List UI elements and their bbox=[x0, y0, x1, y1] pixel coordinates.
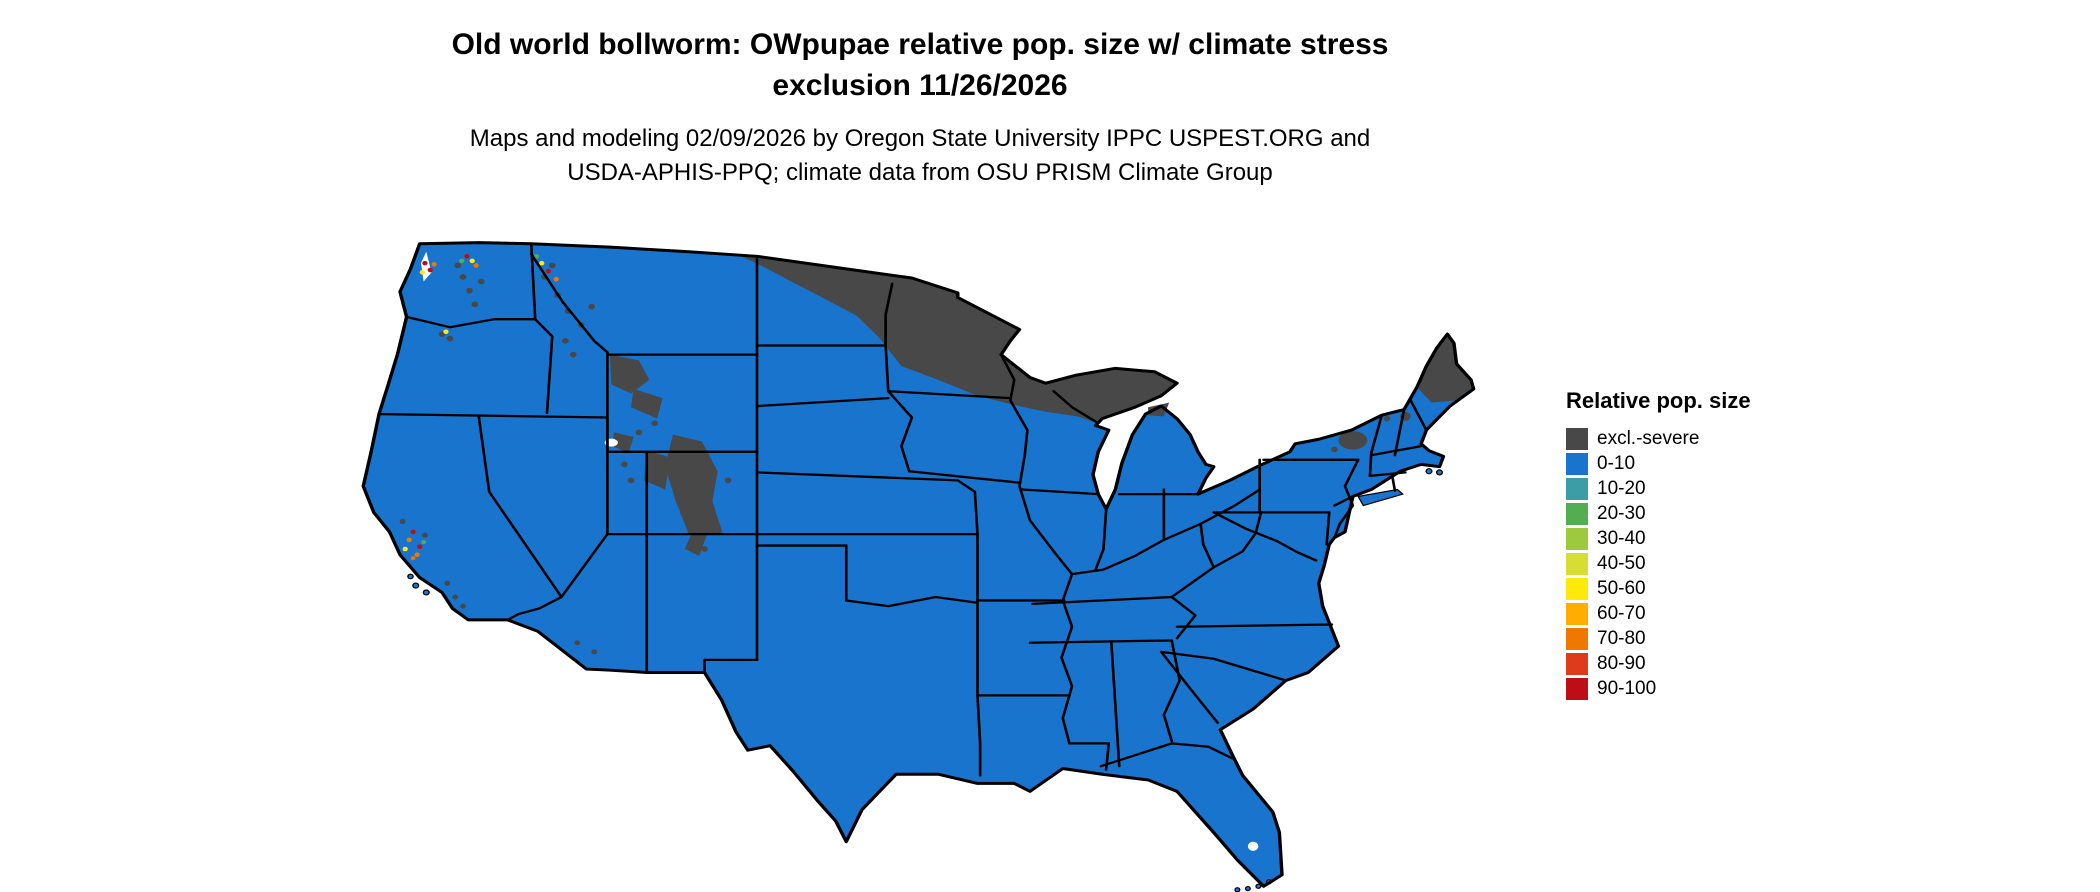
legend-swatch-30-40 bbox=[1566, 527, 1588, 550]
legend-row: 70-80 bbox=[1566, 626, 1866, 651]
colorado-west-lobe-exclusion bbox=[644, 450, 671, 490]
map-title-line2: exclusion 11/26/2026 bbox=[772, 69, 1068, 102]
maine-exclusion bbox=[1418, 334, 1474, 403]
islands bbox=[407, 468, 1444, 892]
legend-row: 0-10 bbox=[1566, 451, 1866, 476]
us-map-container bbox=[295, 206, 1555, 892]
legend-label: 50-60 bbox=[1597, 577, 1646, 599]
northern-exclusion-band bbox=[738, 255, 1177, 424]
legend-label: excl.-severe bbox=[1597, 427, 1700, 449]
lake-okeechobee bbox=[1247, 841, 1259, 851]
legend-title: Relative pop. size bbox=[1566, 388, 1751, 413]
legend-row: 50-60 bbox=[1566, 576, 1866, 601]
legend-label: 20-30 bbox=[1597, 502, 1646, 524]
wind-river-exclusion bbox=[631, 388, 663, 419]
map-title: Old world bollworm: OWpupae relative pop… bbox=[0, 24, 1840, 106]
map-subtitle: Maps and modeling 02/09/2026 by Oregon S… bbox=[0, 122, 1840, 190]
legend-label: 60-70 bbox=[1597, 602, 1646, 624]
state-borders bbox=[377, 242, 1428, 777]
new-mexico-exclusion bbox=[684, 534, 708, 556]
exclusion-regions bbox=[399, 255, 1474, 655]
legend-row: excl.-severe bbox=[1566, 426, 1866, 451]
legend-label: 0-10 bbox=[1597, 452, 1636, 474]
legend-swatch-70-80 bbox=[1566, 627, 1588, 650]
speckles-yellow bbox=[402, 258, 545, 552]
legend-label: 40-50 bbox=[1597, 552, 1646, 574]
colorado-rockies-exclusion bbox=[665, 434, 723, 535]
adirondacks-exclusion bbox=[1338, 431, 1368, 450]
legend-swatch-50-60 bbox=[1566, 577, 1588, 600]
map-title-line1: Old world bollworm: OWpupae relative pop… bbox=[451, 28, 1389, 61]
legend-swatch-60-70 bbox=[1566, 602, 1588, 625]
map-subtitle-line2: USDA-APHIS-PPQ; climate data from OSU PR… bbox=[567, 159, 1273, 186]
legend-row: 60-70 bbox=[1566, 601, 1866, 626]
legend-swatch-0-10 bbox=[1566, 452, 1588, 475]
legend-swatch-20-30 bbox=[1566, 502, 1588, 525]
speckles-green bbox=[421, 254, 540, 545]
legend-row: 10-20 bbox=[1566, 476, 1866, 501]
map-subtitle-line1: Maps and modeling 02/09/2026 by Oregon S… bbox=[469, 125, 1371, 152]
legend-label: 80-90 bbox=[1597, 652, 1646, 674]
conus-outline bbox=[361, 241, 1476, 888]
long-island bbox=[1357, 488, 1404, 507]
legend-row: 20-30 bbox=[1566, 501, 1866, 526]
vermont-exclusion bbox=[1383, 415, 1391, 422]
legend-row: 40-50 bbox=[1566, 551, 1866, 576]
legend-swatch-10-20 bbox=[1566, 477, 1588, 500]
yellowstone-exclusion bbox=[610, 354, 650, 394]
legend-row: 80-90 bbox=[1566, 651, 1866, 676]
speckles-orange bbox=[406, 262, 559, 561]
legend-label: 10-20 bbox=[1597, 477, 1646, 499]
speckles-red bbox=[410, 254, 551, 549]
legend-label: 90-100 bbox=[1597, 677, 1657, 699]
legend-row: 30-40 bbox=[1566, 526, 1866, 551]
wasatch-exclusion bbox=[612, 432, 634, 453]
us-map bbox=[361, 241, 1476, 892]
legend-swatch-90-100 bbox=[1566, 677, 1588, 700]
legend-row: 90-100 bbox=[1566, 676, 1866, 701]
legend-swatch-80-90 bbox=[1566, 652, 1588, 675]
legend: Relative pop. size excl.-severe 0-10 10-… bbox=[1566, 388, 1866, 701]
legend-label: 70-80 bbox=[1597, 627, 1646, 649]
legend-swatch-40-50 bbox=[1566, 552, 1588, 575]
legend-label: 30-40 bbox=[1597, 527, 1646, 549]
legend-swatch-excl-severe bbox=[1566, 427, 1588, 450]
